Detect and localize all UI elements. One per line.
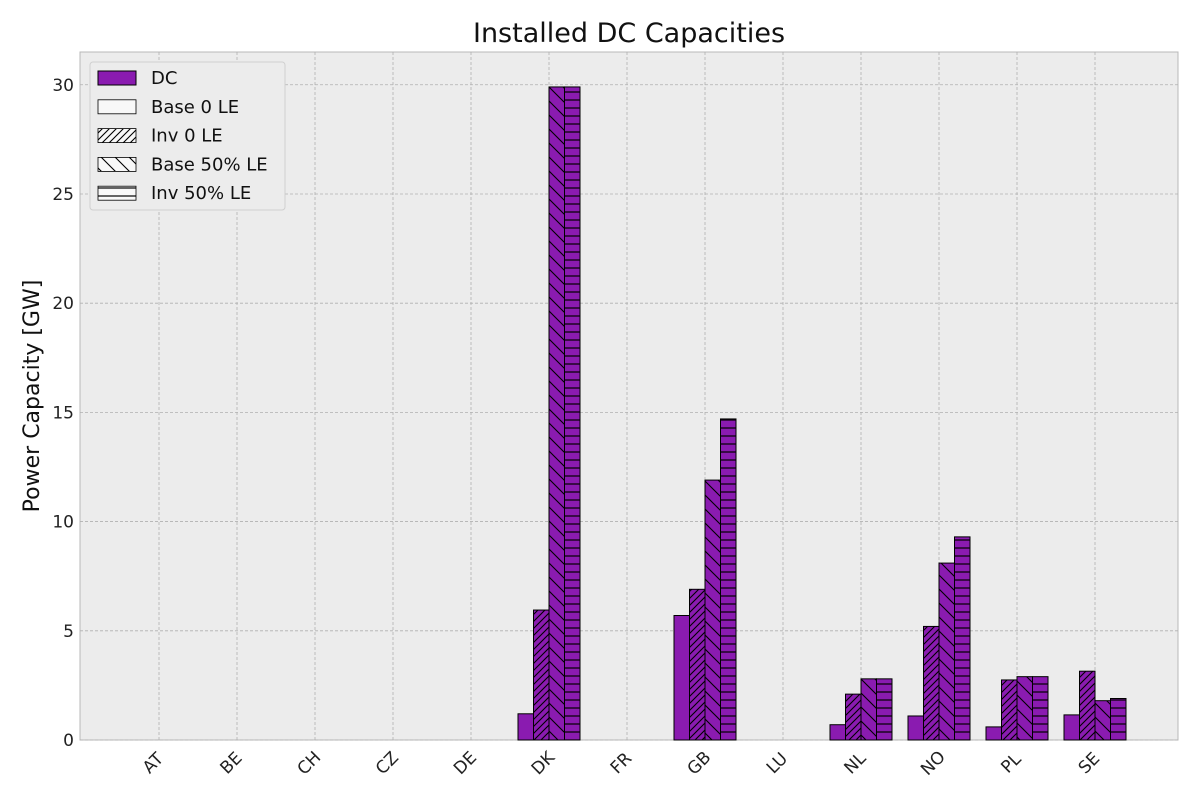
bar-hatch — [1017, 676, 1033, 740]
y-tick-label: 15 — [52, 403, 74, 423]
bar-hatch — [861, 678, 877, 740]
bar-outline — [720, 418, 737, 741]
x-tick-label: PL — [997, 749, 1025, 777]
bar-hatch — [1032, 676, 1048, 740]
y-tick-label: 10 — [52, 513, 74, 533]
x-tick-label: NL — [841, 748, 871, 778]
bar-hatch — [1095, 700, 1111, 740]
bars — [517, 86, 1127, 741]
bar-hatch — [720, 418, 736, 740]
bar — [674, 615, 690, 740]
bar-outline — [564, 86, 581, 741]
bar-outline — [954, 536, 971, 741]
bar — [518, 713, 534, 740]
bar-hatch — [954, 536, 970, 740]
y-axis-label: Power Capacity [GW] — [20, 280, 45, 513]
bar-hatch — [689, 589, 705, 740]
legend-swatch-hatch — [98, 186, 136, 201]
y-tick-label: 25 — [52, 185, 74, 205]
bar — [908, 715, 924, 740]
legend: DC Base 0 LE Inv 0 LE Base 50% LE Inv 50% LE — [89, 61, 286, 211]
bar-hatch — [1079, 671, 1095, 740]
bar-hatch — [705, 480, 721, 740]
bar-hatch — [845, 694, 861, 740]
legend-swatch-outline — [97, 128, 137, 144]
bar-hatch — [533, 610, 549, 740]
legend-swatch — [97, 70, 137, 86]
y-tick-label: 20 — [52, 294, 74, 314]
legend-swatch-outline — [97, 99, 137, 115]
x-tick-label: NO — [917, 747, 950, 780]
bar-outline — [1032, 676, 1049, 741]
legend-swatch-outline — [97, 156, 137, 172]
x-tick-label: CH — [294, 748, 326, 780]
legend-label: DC — [151, 68, 177, 89]
y-tick-label: 0 — [63, 731, 74, 751]
x-tick-label: CZ — [372, 748, 403, 779]
x-tick-label: DK — [528, 747, 560, 779]
legend-swatch — [98, 99, 136, 114]
bar — [986, 726, 1002, 740]
y-tick-label: 30 — [52, 76, 74, 96]
x-tick-label: SE — [1075, 749, 1104, 778]
bar-hatch — [939, 563, 955, 740]
bar-hatch — [876, 678, 892, 740]
legend-label: Inv 0 LE — [151, 126, 223, 147]
x-tick-label: FR — [607, 749, 637, 779]
bar-hatch — [923, 626, 939, 740]
legend-swatch-outline — [97, 185, 137, 201]
y-tick-label: 5 — [63, 622, 74, 642]
chart-title: Installed DC Capacities — [473, 18, 785, 49]
bar-hatch — [564, 86, 580, 740]
legend-swatch-hatch — [98, 128, 136, 143]
legend-label: Inv 50% LE — [151, 183, 251, 204]
x-tick-label: GB — [684, 748, 716, 780]
bar-hatch — [1001, 679, 1017, 740]
x-tick-label: AT — [139, 749, 168, 778]
bar — [830, 724, 846, 740]
bar-hatch — [549, 86, 565, 740]
bar — [1064, 714, 1080, 740]
bar-outline — [876, 678, 893, 741]
x-tick-label: BE — [216, 748, 246, 778]
legend-label: Base 0 LE — [151, 97, 239, 118]
bar-hatch — [1110, 698, 1126, 740]
bar-outline — [1110, 698, 1127, 741]
legend-frame — [89, 61, 286, 211]
legend-label: Base 50% LE — [151, 154, 268, 175]
x-tick-label: DE — [450, 748, 481, 779]
x-tick-label: LU — [763, 749, 792, 778]
legend-swatch-hatch — [98, 157, 136, 172]
